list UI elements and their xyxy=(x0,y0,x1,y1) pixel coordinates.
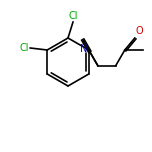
Text: O: O xyxy=(136,26,143,36)
Text: Cl: Cl xyxy=(68,11,78,21)
Text: N: N xyxy=(80,44,87,54)
Text: Cl: Cl xyxy=(20,43,29,53)
